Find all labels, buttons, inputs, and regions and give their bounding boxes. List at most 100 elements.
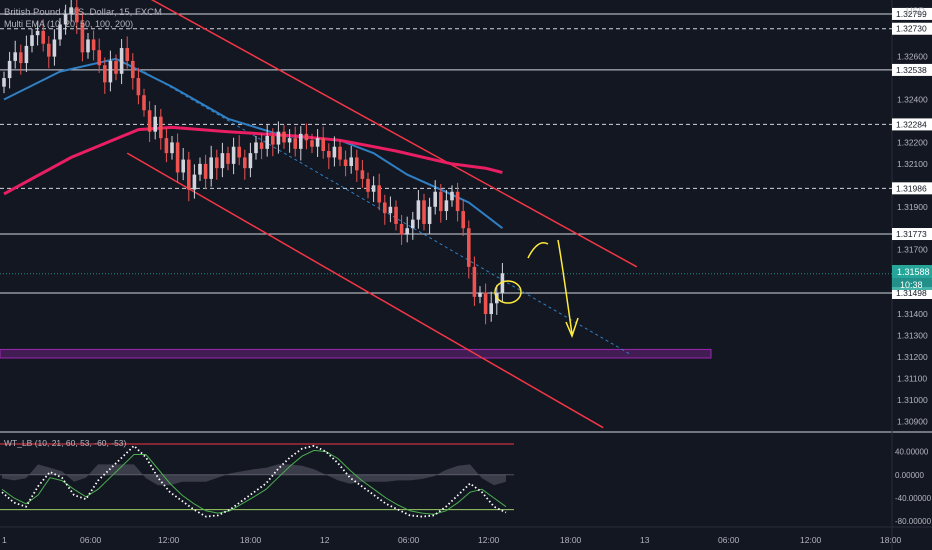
- annotation-circle[interactable]: [494, 280, 522, 304]
- candle-body[interactable]: [366, 178, 370, 192]
- candle-body[interactable]: [58, 24, 62, 40]
- candle-body[interactable]: [153, 116, 157, 132]
- candle-body[interactable]: [467, 228, 471, 267]
- candle-body[interactable]: [327, 151, 331, 158]
- candle-body[interactable]: [35, 30, 40, 36]
- candle-body[interactable]: [388, 206, 393, 214]
- candle-body[interactable]: [52, 39, 57, 57]
- candle-body[interactable]: [209, 157, 213, 179]
- candle-body[interactable]: [231, 146, 236, 164]
- candle-body[interactable]: [450, 191, 454, 201]
- candle-body[interactable]: [243, 157, 247, 169]
- osc-wt1-line[interactable]: [1, 444, 507, 518]
- annotation-arrow-line[interactable]: [557, 239, 573, 335]
- candle-body[interactable]: [377, 185, 381, 203]
- candle-body[interactable]: [192, 174, 197, 190]
- candle-body[interactable]: [304, 133, 309, 141]
- candle-body[interactable]: [69, 7, 73, 14]
- candle-body[interactable]: [125, 48, 129, 61]
- candle-body[interactable]: [332, 146, 337, 158]
- candle-body[interactable]: [293, 138, 297, 149]
- candle-body[interactable]: [226, 153, 230, 164]
- candle-body[interactable]: [237, 146, 241, 158]
- candle-body[interactable]: [478, 292, 482, 297]
- candle-body[interactable]: [215, 157, 219, 169]
- candle-body[interactable]: [271, 135, 275, 145]
- candle-body[interactable]: [80, 22, 85, 53]
- candle-body[interactable]: [13, 52, 17, 61]
- supply-demand-zone[interactable]: [0, 348, 712, 359]
- candle-body[interactable]: [159, 116, 163, 139]
- candle-body[interactable]: [114, 60, 118, 74]
- candle-body[interactable]: [220, 153, 225, 169]
- candle-body[interactable]: [394, 206, 398, 224]
- candle-body[interactable]: [187, 159, 191, 190]
- candle-body[interactable]: [287, 138, 292, 143]
- candle-body[interactable]: [461, 211, 465, 229]
- candle-body[interactable]: [422, 200, 426, 224]
- annotation-arrow-head[interactable]: [565, 317, 579, 339]
- candle-body[interactable]: [360, 170, 365, 179]
- candle-body[interactable]: [170, 142, 174, 154]
- candle-body[interactable]: [276, 131, 281, 145]
- candle-body[interactable]: [7, 60, 12, 79]
- candle-body[interactable]: [86, 39, 90, 53]
- candle-body[interactable]: [405, 228, 409, 235]
- candle-body[interactable]: [483, 292, 488, 315]
- candle-body[interactable]: [433, 191, 437, 207]
- candle-body[interactable]: [489, 303, 493, 315]
- candle-body[interactable]: [371, 185, 376, 192]
- candle-body[interactable]: [265, 135, 269, 149]
- ema-indicator-legend[interactable]: Multi EMA (10, 20, 50, 100, 200): [4, 19, 133, 29]
- candle-body[interactable]: [259, 142, 264, 149]
- candle-body[interactable]: [131, 60, 135, 79]
- candle-body[interactable]: [248, 153, 253, 169]
- candle-body[interactable]: [427, 206, 432, 224]
- candle-body[interactable]: [203, 163, 208, 179]
- candle-body[interactable]: [24, 45, 29, 64]
- candle-body[interactable]: [399, 223, 404, 235]
- candle-body[interactable]: [164, 138, 169, 154]
- candle-body[interactable]: [47, 43, 51, 57]
- candle-body[interactable]: [455, 191, 460, 212]
- candle-body[interactable]: [103, 65, 107, 83]
- candle-body[interactable]: [19, 52, 23, 64]
- candle-body[interactable]: [472, 266, 477, 297]
- candle-body[interactable]: [343, 159, 348, 167]
- candle-body[interactable]: [30, 35, 34, 46]
- candle-body[interactable]: [349, 157, 353, 167]
- candle-body[interactable]: [198, 163, 202, 175]
- channel-mid-line[interactable]: [143, 71, 632, 356]
- candle-body[interactable]: [147, 110, 152, 132]
- candle-body[interactable]: [254, 142, 258, 154]
- candle-body[interactable]: [411, 219, 415, 229]
- candle-body[interactable]: [181, 159, 185, 173]
- candle-body[interactable]: [444, 200, 449, 212]
- osc-wt2-line[interactable]: [1, 449, 507, 515]
- candle-body[interactable]: [500, 273, 505, 293]
- candle-body[interactable]: [439, 191, 443, 212]
- candle-body[interactable]: [142, 95, 146, 111]
- candle-body[interactable]: [416, 200, 421, 220]
- candle-body[interactable]: [108, 60, 113, 83]
- candle-body[interactable]: [315, 138, 320, 147]
- candle-body[interactable]: [321, 138, 325, 152]
- channel-lower-line[interactable]: [126, 152, 604, 429]
- candle-body[interactable]: [41, 30, 45, 44]
- candle-body[interactable]: [136, 78, 141, 96]
- candle-body[interactable]: [97, 50, 101, 66]
- candle-body[interactable]: [383, 202, 387, 214]
- candle-body[interactable]: [299, 133, 303, 149]
- candle-body[interactable]: [310, 140, 314, 147]
- candle-body[interactable]: [282, 131, 286, 143]
- candle-body[interactable]: [63, 13, 68, 25]
- candle-body[interactable]: [75, 7, 79, 23]
- candle-body[interactable]: [175, 142, 180, 173]
- oscillator-legend[interactable]: WT_LB (10, 21, 60, 53, -60, -53): [4, 438, 127, 448]
- candle-body[interactable]: [355, 157, 359, 171]
- candle-body[interactable]: [119, 48, 124, 74]
- channel-upper-line[interactable]: [138, 0, 638, 268]
- candle-body[interactable]: [91, 39, 96, 51]
- candle-body[interactable]: [338, 146, 342, 160]
